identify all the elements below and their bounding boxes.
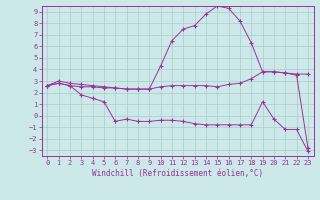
X-axis label: Windchill (Refroidissement éolien,°C): Windchill (Refroidissement éolien,°C): [92, 169, 263, 178]
